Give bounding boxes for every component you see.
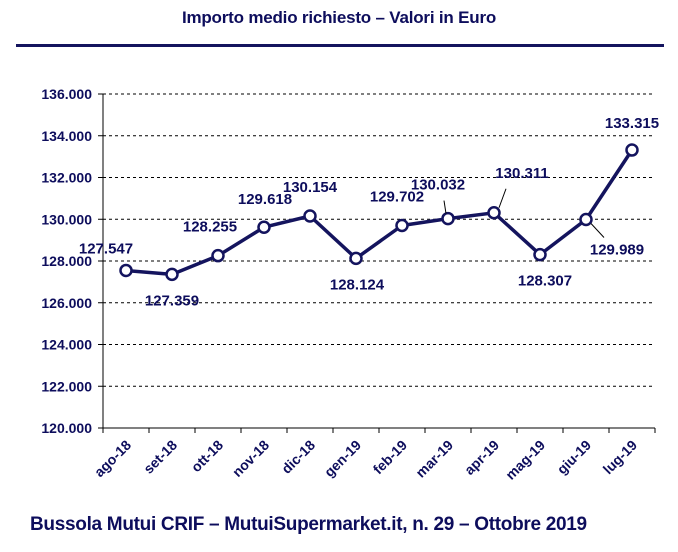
x-tick-label: apr-19 bbox=[461, 437, 502, 478]
y-tick-label: 124.000 bbox=[41, 337, 92, 353]
y-tick-label: 132.000 bbox=[41, 170, 92, 186]
data-label: 129.618 bbox=[238, 191, 292, 208]
x-tick-label: dic-18 bbox=[278, 437, 318, 477]
x-tick-label: nov-18 bbox=[229, 437, 272, 480]
data-label: 128.307 bbox=[518, 273, 572, 290]
axes bbox=[98, 93, 656, 433]
y-tick-label: 130.000 bbox=[41, 211, 92, 227]
data-point bbox=[579, 212, 593, 227]
data-label: 130.154 bbox=[283, 179, 338, 196]
series-line bbox=[125, 149, 634, 277]
data-point bbox=[441, 211, 455, 226]
y-tick-label: 136.000 bbox=[41, 86, 92, 102]
data-point bbox=[395, 218, 409, 233]
gridlines bbox=[103, 93, 655, 387]
series-polyline bbox=[125, 149, 634, 277]
x-tick-label: gen-19 bbox=[321, 437, 364, 480]
series-markers bbox=[119, 143, 639, 282]
y-tick-label: 128.000 bbox=[41, 253, 92, 269]
x-tick-label: ago-18 bbox=[91, 437, 134, 480]
data-label-leader bbox=[498, 188, 507, 208]
x-tick-label: feb-19 bbox=[370, 437, 411, 478]
chart-title: Importo medio richiesto – Valori in Euro bbox=[181, 8, 497, 27]
data-label: 129.989 bbox=[590, 241, 644, 258]
data-label: 128.255 bbox=[183, 219, 237, 236]
y-tick-label: 120.000 bbox=[41, 420, 92, 436]
x-tick-label: mag-19 bbox=[502, 437, 548, 483]
data-point bbox=[349, 251, 363, 266]
data-label: 133.315 bbox=[605, 115, 659, 132]
source-footer: Bussola Mutui CRIF – MutuiSupermarket.it… bbox=[30, 514, 587, 535]
data-point bbox=[211, 248, 225, 263]
data-point bbox=[533, 247, 547, 262]
y-tick-label: 126.000 bbox=[41, 295, 92, 311]
data-label: 130.032 bbox=[411, 177, 465, 194]
data-point bbox=[165, 267, 179, 282]
y-axis-ticks: 120.000 122.000 124.000 126.000 128.000 130.0… bbox=[41, 86, 92, 436]
data-label-leader bbox=[590, 223, 605, 238]
data-point bbox=[303, 209, 317, 223]
data-point bbox=[257, 220, 271, 234]
title-divider bbox=[16, 44, 664, 47]
x-tick-label: mar-19 bbox=[412, 437, 456, 481]
data-point bbox=[487, 206, 501, 220]
data-point bbox=[119, 263, 133, 278]
data-label: 130.311 bbox=[495, 165, 548, 182]
data-point bbox=[625, 143, 639, 157]
data-label: 129.702 bbox=[370, 188, 424, 205]
y-tick-label: 122.000 bbox=[41, 378, 92, 394]
x-tick-label: ott-18 bbox=[188, 437, 226, 475]
data-label-leader bbox=[443, 200, 447, 214]
x-axis-ticks: ago-18 set-18 ott-18 nov-18 dic-18 gen-19 feb-… bbox=[91, 437, 640, 483]
data-label: 128.124 bbox=[330, 276, 385, 293]
data-label: 127.547 bbox=[79, 240, 133, 257]
x-tick-label: set-18 bbox=[140, 437, 180, 477]
data-label: 127.359 bbox=[145, 292, 199, 309]
y-tick-label: 134.000 bbox=[41, 128, 92, 144]
x-tick-label: lug-19 bbox=[600, 437, 641, 478]
x-tick-label: giu-19 bbox=[554, 437, 595, 478]
